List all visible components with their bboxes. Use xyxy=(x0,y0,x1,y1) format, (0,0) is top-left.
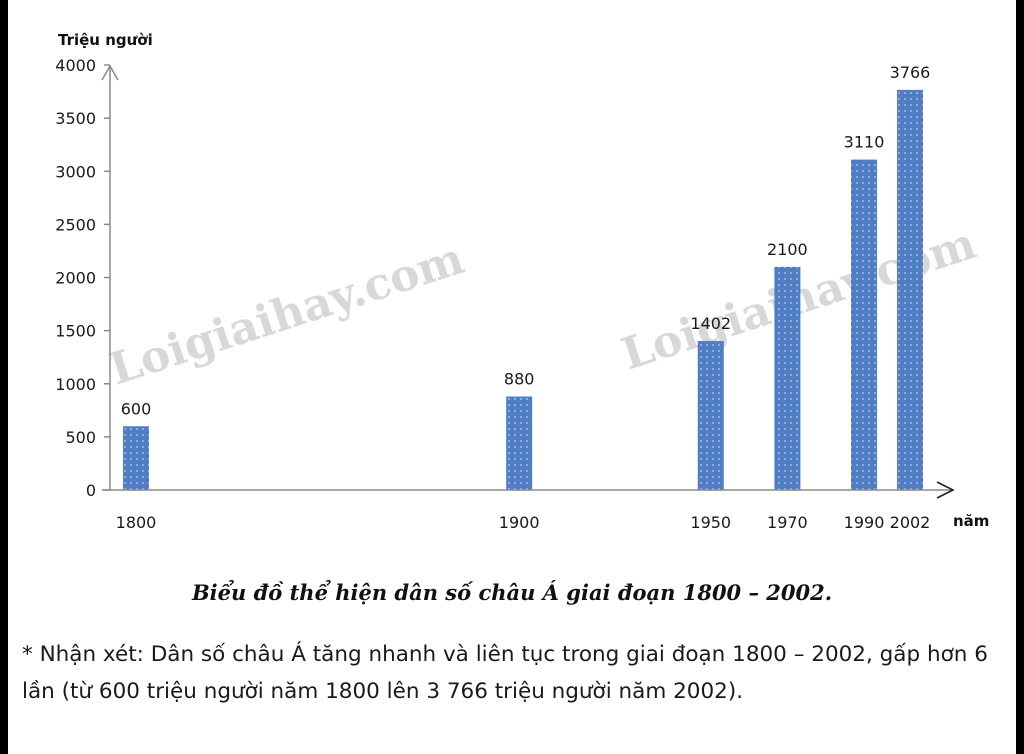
data-label-1950: 1402 xyxy=(690,314,731,333)
watermark: Loigiaihay.com xyxy=(104,233,470,395)
bar-1970 xyxy=(774,266,801,490)
bar-1950 xyxy=(697,341,724,490)
x-axis-label: năm xyxy=(953,512,989,530)
x-tick-label-1990: 1990 xyxy=(844,513,885,532)
right-frame-border xyxy=(1016,0,1024,754)
x-axis-arrow-icon xyxy=(936,481,955,499)
y-axis-label: Triệu người xyxy=(58,31,153,49)
y-tick-label: 1000 xyxy=(55,375,96,394)
chart-caption: Biểu đồ thể hiện dân số châu Á giai đoạn… xyxy=(191,580,833,605)
population-bar-chart: Loigiaihay.com Loigiaihay.com 6008801402… xyxy=(55,31,989,532)
y-tick-label: 1500 xyxy=(55,322,96,341)
comment-text: * Nhận xét: Dân số châu Á tăng nhanh và … xyxy=(22,642,988,704)
y-tick-label: 2500 xyxy=(55,215,96,234)
y-tick-label: 500 xyxy=(65,428,96,447)
bar-1800 xyxy=(123,426,149,490)
bar-1900 xyxy=(506,396,533,490)
y-tick-label: 0 xyxy=(86,481,96,500)
y-tick-label: 4000 xyxy=(55,56,96,75)
x-tick-label-1900: 1900 xyxy=(499,513,540,532)
y-tick-label: 3500 xyxy=(55,109,96,128)
x-tick-label-1800: 1800 xyxy=(116,513,157,532)
data-label-2002: 3766 xyxy=(890,63,931,82)
left-frame-border xyxy=(0,0,8,754)
x-tick-label-1950: 1950 xyxy=(690,513,731,532)
y-tick-label: 3000 xyxy=(55,162,96,181)
bar-1990 xyxy=(851,159,878,490)
bar-2002 xyxy=(897,89,923,491)
data-label-1900: 880 xyxy=(504,370,535,389)
y-tick-label: 2000 xyxy=(55,269,96,288)
data-label-1990: 3110 xyxy=(844,133,885,152)
data-label-1970: 2100 xyxy=(767,240,808,259)
x-tick-label-2002: 2002 xyxy=(890,513,931,532)
y-axis-arrow-icon xyxy=(101,64,119,81)
x-tick-label-1970: 1970 xyxy=(767,513,808,532)
data-label-1800: 600 xyxy=(121,399,152,418)
